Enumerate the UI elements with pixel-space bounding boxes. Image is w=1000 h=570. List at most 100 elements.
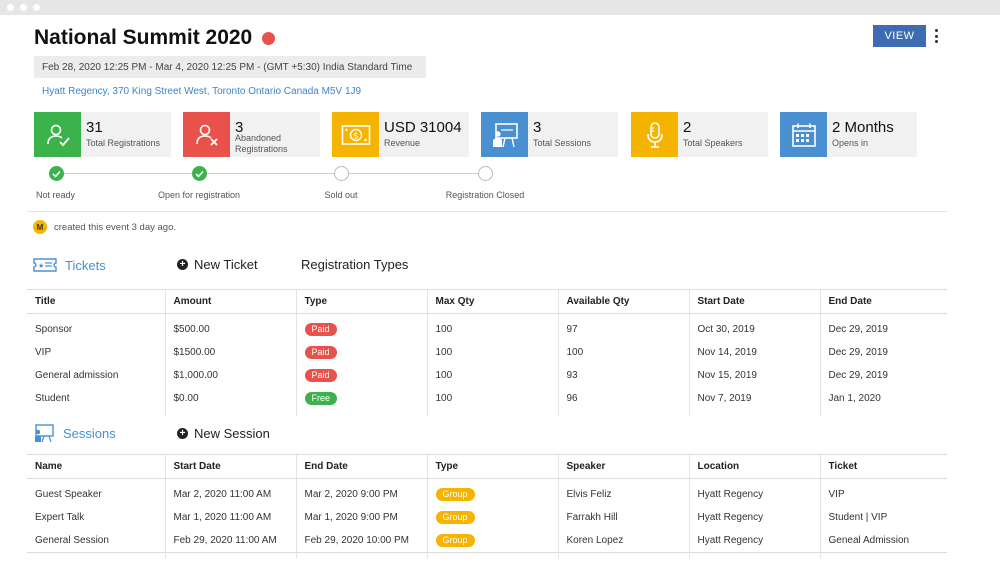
divider (27, 211, 947, 212)
table-row[interactable]: General admission $1,000.00 Paid 100 93 Nov 1… (27, 363, 947, 387)
stat-card: 2 Months Opens in (780, 112, 917, 157)
plus-icon: + (177, 428, 188, 439)
stat-card: 2 Total Speakers (631, 112, 768, 157)
type-cell: Paid (295, 340, 427, 364)
table-cell: 93 (557, 363, 689, 387)
progress-step-label: Registration Closed (445, 190, 525, 200)
stat-value: 31 (86, 119, 103, 136)
progress-line (55, 173, 485, 174)
stat-card: 3 Abandoned Registrations (183, 112, 320, 157)
table-cell: $500.00 (164, 313, 296, 341)
new-ticket-button[interactable]: + New Ticket (177, 257, 258, 272)
stat-label: Opens in (832, 138, 869, 148)
progress-step-label: Not ready (36, 190, 76, 200)
type-badge: Paid (304, 345, 337, 359)
activity-text: created this event 3 day ago. (54, 221, 176, 233)
table-row[interactable]: Guest Speaker Mar 2, 2020 11:00 AM Mar 2, … (27, 478, 947, 506)
column-header[interactable]: Start Date (688, 289, 820, 314)
stat-value: 2 (683, 119, 692, 136)
table-cell: Nov 15, 2019 (688, 363, 820, 387)
new-session-button[interactable]: + New Session (177, 426, 270, 441)
column-header[interactable]: Type (426, 454, 558, 479)
presentation-icon (35, 424, 54, 443)
empty-circle-icon (478, 166, 493, 181)
table-cell: Feb 29, 2020 11:00 AM (164, 528, 296, 558)
table-cell: General admission (35, 369, 119, 381)
user-x-icon (183, 112, 230, 157)
column-header[interactable]: End Date (295, 454, 427, 479)
svg-text:$: $ (353, 131, 359, 141)
window-dot[interactable] (7, 4, 14, 11)
table-cell: Mar 1, 2020 9:00 PM (295, 505, 427, 529)
new-session-label: New Session (194, 426, 270, 441)
registration-types-tab[interactable]: Registration Types (301, 257, 408, 272)
table-cell: Hyatt Regency (688, 528, 820, 558)
sessions-title: Sessions (63, 425, 116, 441)
type-cell: Paid (295, 313, 427, 341)
table-cell: Jan 1, 2020 (819, 386, 947, 416)
column-header[interactable]: Type (295, 289, 427, 314)
table-cell: Elvis Feliz (557, 478, 689, 506)
stat-label: Abandoned Registrations (235, 133, 288, 154)
table-cell: VIP (819, 478, 947, 506)
column-header[interactable]: Title (27, 289, 165, 314)
table-cell: 100 (426, 363, 558, 387)
table-cell: Feb 29, 2020 10:00 PM (295, 528, 427, 558)
table-cell: Nov 14, 2019 (688, 340, 820, 364)
column-header[interactable]: Start Date (164, 454, 296, 479)
window-dot[interactable] (20, 4, 27, 11)
progress-step-label: Sold out (324, 190, 358, 200)
column-header[interactable]: Max Qty (426, 289, 558, 314)
table-cell: Dec 29, 2019 (819, 363, 947, 387)
table-cell: 100 (426, 386, 558, 416)
ticket-icon: ★ (33, 258, 57, 272)
column-header[interactable]: End Date (819, 289, 947, 314)
column-header[interactable]: Speaker (557, 454, 689, 479)
table-cell: Sponsor (35, 323, 73, 335)
stat-value: 2 Months (832, 119, 894, 136)
event-date-range: Feb 28, 2020 12:25 PM - Mar 4, 2020 12:2… (34, 56, 426, 78)
event-status-progress: Not ready Open for registration Sold out Re… (0, 164, 560, 204)
svg-text:★: ★ (38, 262, 44, 270)
table-cell: Dec 29, 2019 (819, 313, 947, 341)
table-cell: 96 (557, 386, 689, 416)
registration-types-label: Registration Types (301, 257, 409, 272)
page-title: National Summit 2020 (34, 26, 253, 49)
window-dot[interactable] (33, 4, 40, 11)
table-cell: Nov 7, 2019 (688, 386, 820, 416)
progress-step-label: Open for registration (157, 190, 241, 200)
table-cell: Mar 1, 2020 11:00 AM (164, 505, 296, 529)
view-button[interactable]: VIEW (873, 25, 926, 47)
column-header[interactable]: Ticket (819, 454, 947, 479)
table-row[interactable]: General Session Feb 29, 2020 11:00 AM Feb … (27, 528, 947, 558)
money-icon: $ (332, 112, 379, 157)
check-icon (192, 166, 207, 181)
sessions-section-header: Sessions (33, 423, 116, 443)
table-cell: Geneal Admission (819, 528, 947, 558)
new-ticket-label: New Ticket (194, 257, 258, 272)
window-chrome (0, 0, 1000, 15)
column-header[interactable]: Amount (164, 289, 296, 314)
table-row[interactable]: Sponsor $500.00 Paid 100 97 Oct 30, 2019 Dec 2… (27, 313, 947, 341)
event-venue-link[interactable]: Hyatt Regency, 370 King Street West, Tor… (42, 86, 362, 97)
table-cell: Student | VIP (819, 505, 947, 529)
table-row[interactable]: Student $0.00 Free 100 96 Nov 7, 2019 Jan 1, 2… (27, 386, 947, 416)
table-row[interactable]: VIP $1500.00 Paid 100 100 Nov 14, 2019 Dec 29,… (27, 340, 947, 364)
column-header[interactable]: Name (27, 454, 165, 479)
more-options-icon[interactable] (930, 27, 942, 45)
type-cell: Group (426, 528, 558, 558)
table-cell: $1,000.00 (164, 363, 296, 387)
table-cell: Oct 30, 2019 (688, 313, 820, 341)
type-cell: Paid (295, 363, 427, 387)
type-badge: Group (435, 533, 475, 547)
column-header[interactable]: Location (688, 454, 820, 479)
tickets-section-header: ★ Tickets (33, 255, 106, 275)
type-badge: Free (304, 391, 338, 405)
table-row[interactable]: Expert Talk Mar 1, 2020 11:00 AM Mar 1, 20… (27, 505, 947, 529)
column-header[interactable]: Available Qty (557, 289, 689, 314)
calendar-icon (780, 112, 827, 157)
table-cell: $1500.00 (164, 340, 296, 364)
table-cell: Hyatt Regency (688, 505, 820, 529)
table-cell: VIP (35, 346, 52, 358)
table-cell: 100 (426, 313, 558, 341)
